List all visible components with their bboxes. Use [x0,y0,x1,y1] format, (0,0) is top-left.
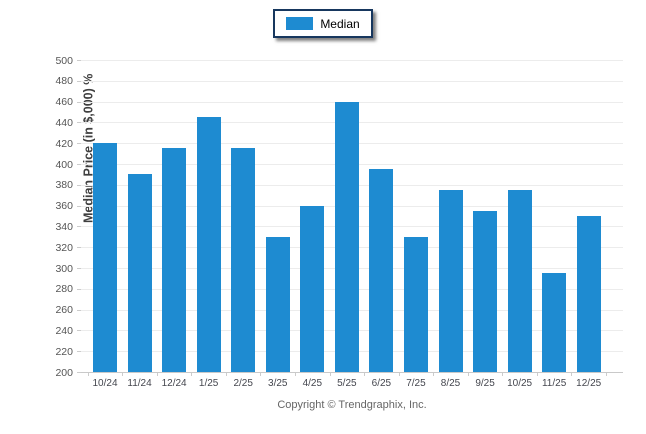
x-tick-mark [295,373,297,376]
y-tick-mark [77,372,81,373]
y-tick-mark [77,101,81,103]
copyright-text: Copyright © Trendgraphix, Inc. [277,399,427,411]
gridline [81,80,623,82]
x-tick-mark [260,373,262,376]
x-tick-mark [122,373,124,376]
x-tick-mark [87,373,89,376]
y-tick-mark [77,164,81,165]
y-tick-label: 320 [55,241,73,254]
y-tick-label: 400 [55,158,73,171]
y-tick-label: 340 [55,220,73,233]
x-tick-label: 12/24 [161,378,187,389]
legend-box[interactable]: Median [273,9,373,38]
legend-label: Median [320,16,360,31]
y-tick-label: 200 [55,366,73,379]
x-tick-label: 1/25 [198,378,219,389]
bar-5-25[interactable] [334,101,359,372]
x-tick-label: 9/25 [475,378,495,389]
x-tick-mark [225,373,227,376]
y-tick-label: 300 [55,262,73,275]
x-tick-mark [502,373,504,376]
bar-7-25[interactable] [403,236,428,372]
x-tick-label: 5/25 [337,378,357,389]
bar-11-24[interactable] [127,174,152,372]
bar-8-25[interactable] [438,190,463,372]
x-tick-label: 2/25 [233,378,253,389]
bar-4-25[interactable] [300,205,325,372]
y-tick-mark [77,205,81,207]
bar-2-25[interactable] [231,148,256,372]
x-tick-label: 10/24 [92,378,118,389]
y-tick-mark [77,184,81,186]
y-tick-mark [77,268,81,269]
x-tick-mark [467,373,469,376]
bar-10-25[interactable] [507,190,532,372]
bar-1-25[interactable] [196,117,221,372]
y-tick-mark [77,226,81,228]
y-tick-label: 360 [55,200,73,213]
y-tick-mark [77,80,81,82]
x-axis-line [81,372,623,373]
x-tick-label: 7/25 [406,378,426,389]
y-tick-mark [77,60,81,61]
x-tick-label: 4/25 [302,378,323,389]
x-tick-label: 10/25 [507,378,533,389]
y-tick-mark [77,351,81,353]
x-tick-mark [571,373,573,376]
gridline [81,60,623,61]
x-tick-label: 11/25 [541,378,567,389]
y-tick-label: 480 [55,75,73,88]
y-tick-label: 420 [55,137,73,150]
x-tick-mark [329,373,331,376]
y-tick-mark [77,143,81,145]
median-series-swatch-icon [286,17,314,30]
y-tick-mark [77,288,81,290]
x-tick-mark [156,373,158,376]
y-tick-label: 440 [55,116,73,129]
bar-9-25[interactable] [473,210,498,372]
y-tick-label: 380 [55,179,73,192]
x-tick-mark [191,373,193,376]
x-tick-mark [364,373,366,376]
x-tick-label: 12/25 [576,378,602,389]
y-tick-label: 240 [55,324,73,337]
x-tick-label: 11/24 [127,378,152,389]
x-tick-label: 3/25 [268,378,288,389]
bar-12-25[interactable] [576,216,601,372]
bar-10-24[interactable] [93,143,117,372]
bar-6-25[interactable] [369,169,394,372]
x-tick-label: 6/25 [371,378,392,389]
plot-area [81,60,623,373]
y-tick-mark [77,247,81,249]
y-tick-label: 280 [55,283,73,296]
y-tick-label: 500 [55,54,73,67]
y-tick-label: 460 [55,96,73,109]
bar-3-25[interactable] [265,236,290,372]
y-tick-label: 220 [55,345,73,358]
x-tick-mark [433,373,435,376]
bar-12-24[interactable] [162,148,187,372]
y-tick-label: 260 [55,304,73,317]
y-tick-mark [77,309,81,311]
x-tick-label: 8/25 [440,378,461,389]
y-tick-mark [77,122,81,124]
bar-11-25[interactable] [542,273,567,372]
x-tick-mark [398,373,400,376]
y-tick-mark [77,330,81,332]
x-tick-mark [605,373,607,376]
x-tick-mark [536,373,538,376]
